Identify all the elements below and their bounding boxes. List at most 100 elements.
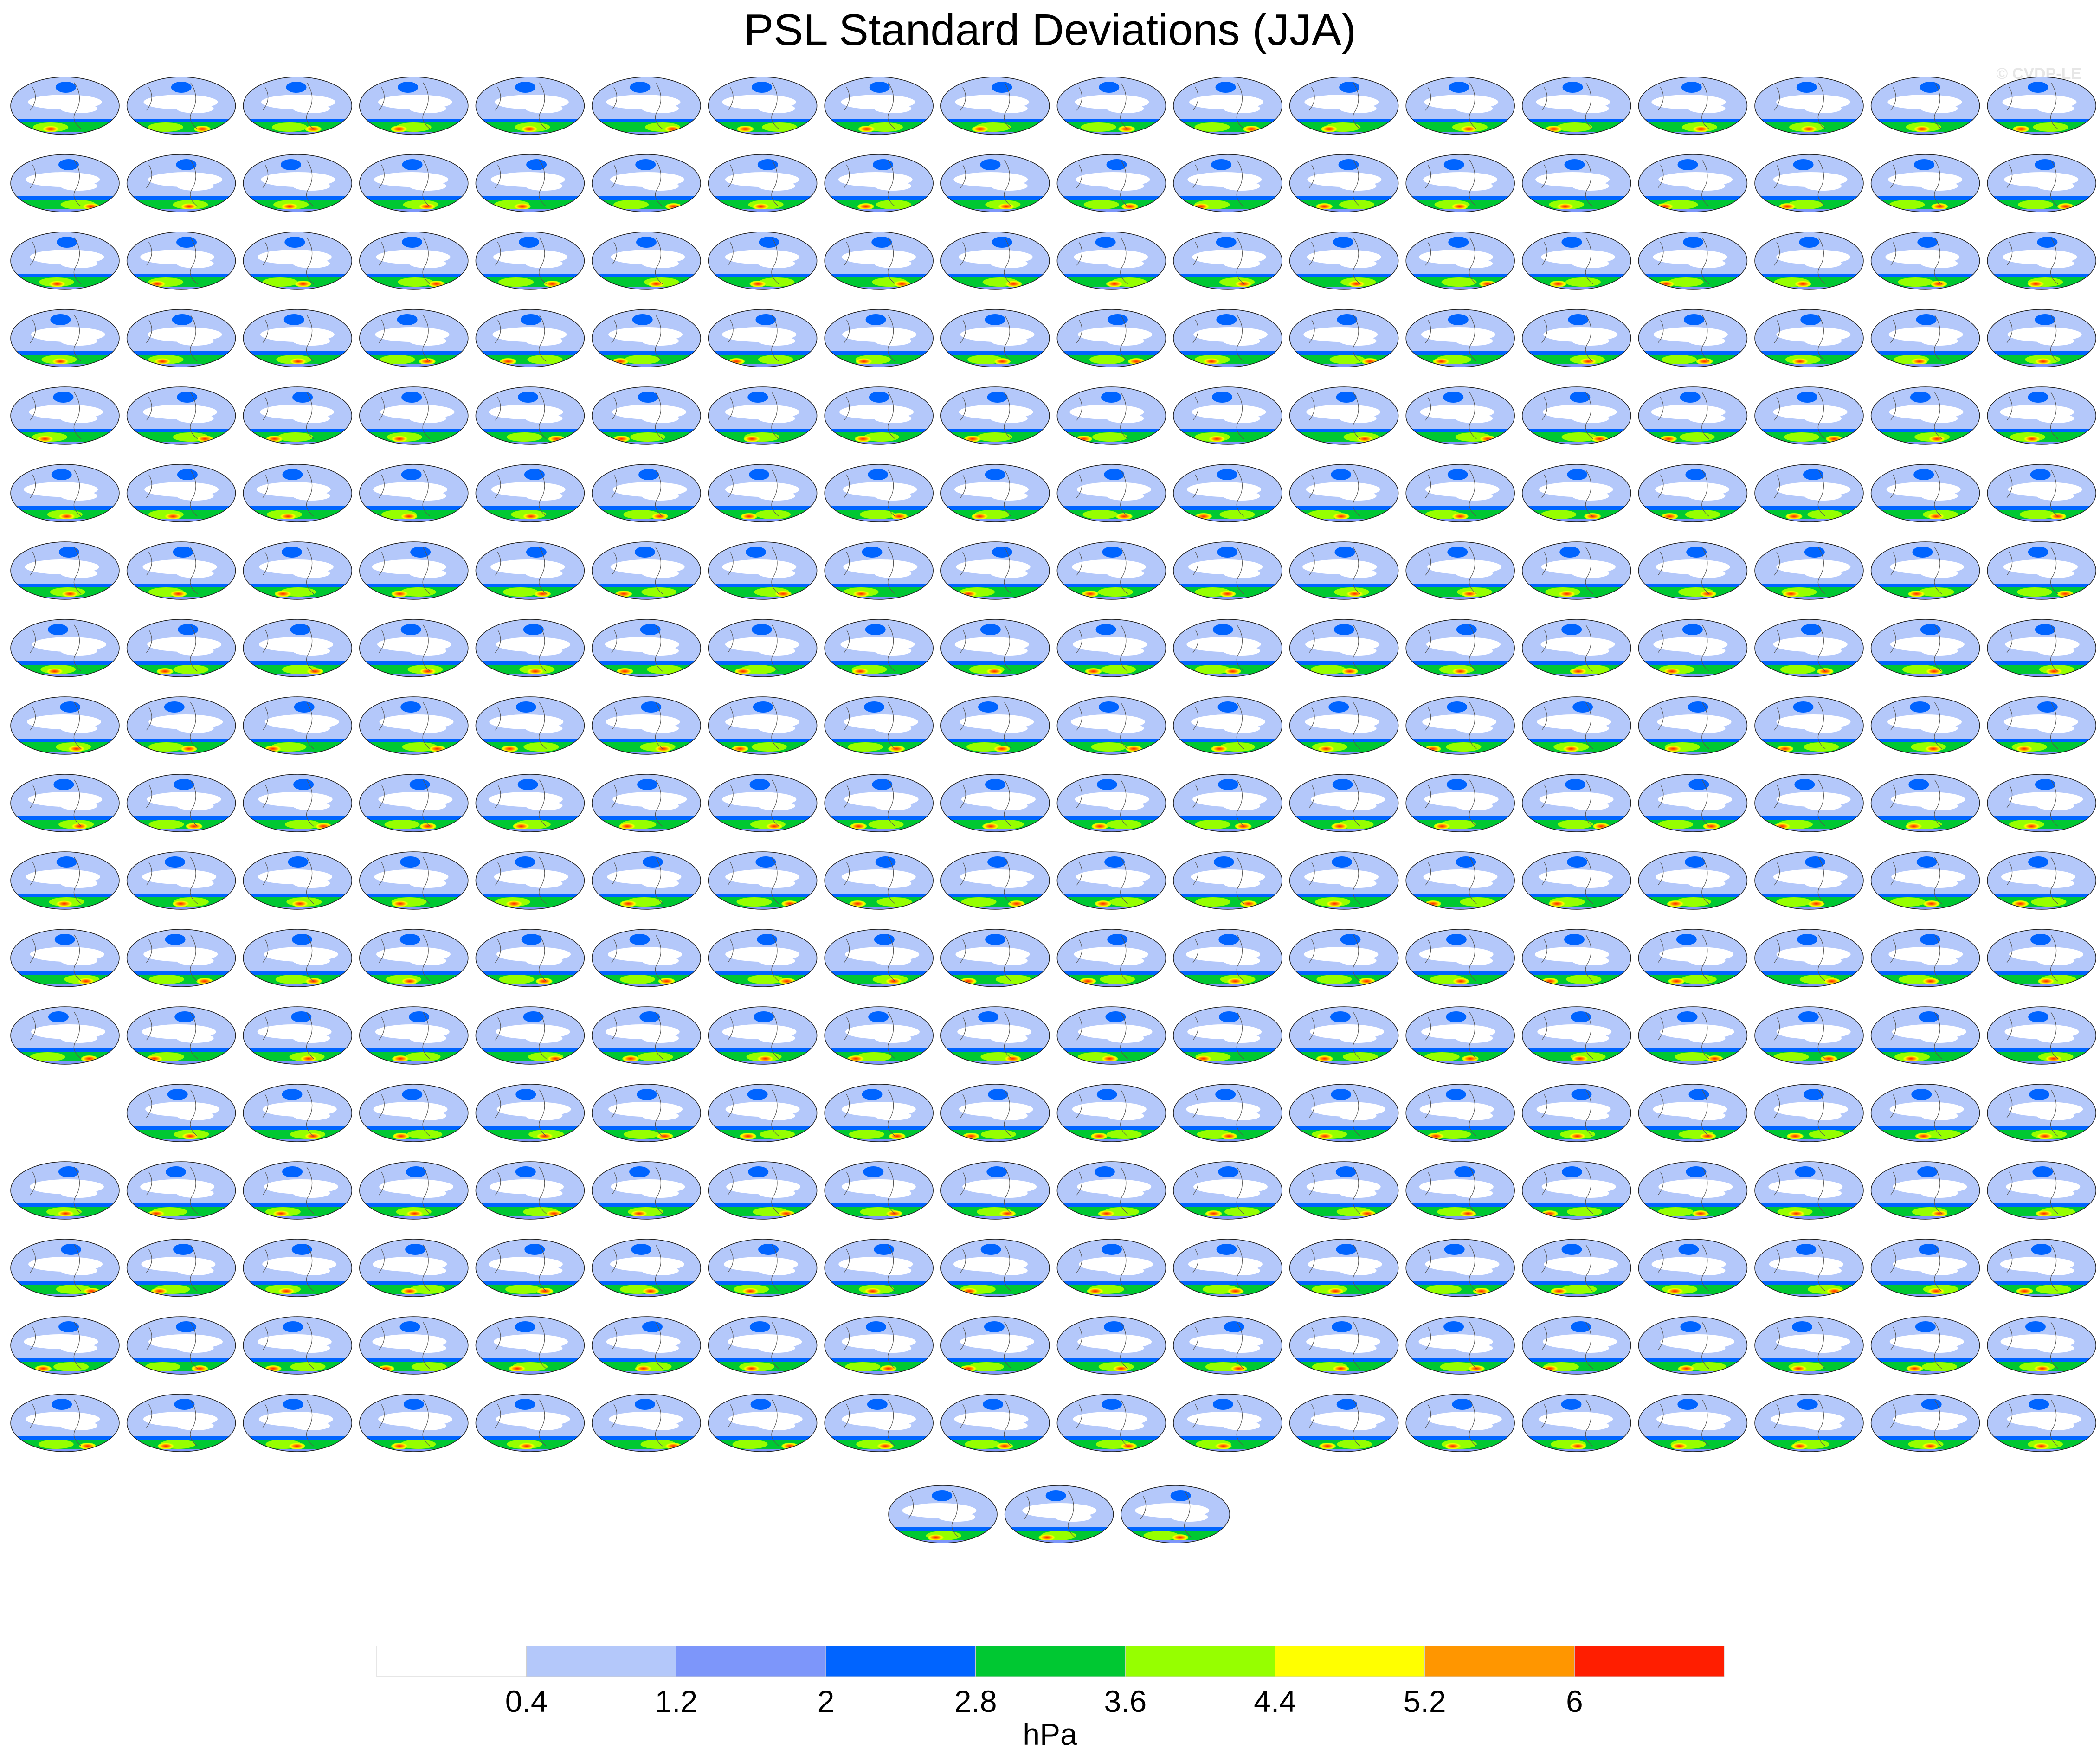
- map-panel: [1870, 154, 1980, 212]
- map-panel: [592, 541, 701, 600]
- map-panel: [1289, 1006, 1399, 1065]
- map-panel: [1405, 541, 1515, 600]
- map-panel: [1289, 77, 1399, 135]
- map-panel: [10, 619, 120, 677]
- map-panel: [1405, 619, 1515, 677]
- map-panel: [359, 851, 469, 910]
- map-panel: [359, 929, 469, 987]
- map-panel: [1173, 154, 1282, 212]
- map-panel: [708, 541, 818, 600]
- colorbar-box: [526, 1646, 676, 1677]
- map-panel: [1522, 1316, 1631, 1375]
- map-panel: [1056, 929, 1166, 987]
- map-panel: [1638, 309, 1748, 367]
- map-panel: [1289, 309, 1399, 367]
- map-panel: [1987, 929, 2096, 987]
- map-panel: [824, 696, 934, 755]
- map-panel: [592, 464, 701, 522]
- map-panel: [708, 464, 818, 522]
- map-panel: [1173, 77, 1282, 135]
- map-panel: [1754, 541, 1864, 600]
- map-panel: [1173, 1394, 1282, 1452]
- map-panel: [824, 774, 934, 832]
- map-panel: [824, 77, 934, 135]
- map-panel: [475, 541, 585, 600]
- colorbar-box: [975, 1646, 1126, 1677]
- map-panel: [1987, 1394, 2096, 1452]
- map-panel: [1638, 1239, 1748, 1297]
- map-panel: [592, 386, 701, 445]
- map-panel: [1638, 541, 1748, 600]
- map-panel: [940, 154, 1050, 212]
- map-panel: [1870, 1239, 1980, 1297]
- map-panel: [1638, 619, 1748, 677]
- map-panel: [243, 851, 352, 910]
- map-panel: [126, 929, 236, 987]
- map-panel: [824, 619, 934, 677]
- map-panel: [10, 1239, 120, 1297]
- colorbar-box: [1574, 1646, 1725, 1677]
- map-panel: [1522, 386, 1631, 445]
- map-panel: [475, 696, 585, 755]
- map-panel: [592, 929, 701, 987]
- map-panel: [940, 619, 1050, 677]
- map-panel: [1289, 1239, 1399, 1297]
- colorbar-tick-label: 3.6: [1104, 1684, 1147, 1717]
- map-panel: [1405, 774, 1515, 832]
- map-panel: [1121, 1485, 1230, 1543]
- map-panel: [592, 1394, 701, 1452]
- map-panel: [1056, 232, 1166, 290]
- map-panel: [1754, 77, 1864, 135]
- map-panel: [940, 851, 1050, 910]
- map-panel: [126, 1394, 236, 1452]
- map-panel: [1987, 154, 2096, 212]
- map-panel: [359, 154, 469, 212]
- map-panel: [475, 1006, 585, 1065]
- map-panel: [1289, 696, 1399, 755]
- map-panel: [475, 464, 585, 522]
- colorbar-tick-label: 2: [818, 1684, 835, 1717]
- map-panel: [126, 541, 236, 600]
- map-panel: [1522, 309, 1631, 367]
- map-panel: [708, 619, 818, 677]
- colorbar-box: [676, 1646, 826, 1677]
- map-panel: [824, 464, 934, 522]
- map-panels-grid: [10, 77, 2096, 1543]
- map-panel: [1870, 1006, 1980, 1065]
- map-panel: [1638, 929, 1748, 987]
- map-panel: [1289, 1316, 1399, 1375]
- map-panel: [1754, 1006, 1864, 1065]
- map-panel: [1754, 1084, 1864, 1142]
- map-panel: [1173, 386, 1282, 445]
- map-panel: [475, 1161, 585, 1220]
- map-panel: [126, 1084, 236, 1142]
- map-panel: [1754, 774, 1864, 832]
- colorbar-box: [376, 1646, 527, 1677]
- map-panel: [359, 696, 469, 755]
- map-panel: [359, 386, 469, 445]
- map-panel: [359, 1161, 469, 1220]
- map-panel: [940, 77, 1050, 135]
- map-panel: [475, 232, 585, 290]
- map-panel: [1405, 154, 1515, 212]
- map-panel: [475, 774, 585, 832]
- map-panel: [1405, 1006, 1515, 1065]
- map-panel: [1987, 1084, 2096, 1142]
- map-panel: [1289, 1394, 1399, 1452]
- map-panel: [243, 619, 352, 677]
- map-panel: [1754, 309, 1864, 367]
- colorbar: 0.4 1.2 2 2.8 3.6 4.4 5.2 6: [376, 1646, 1725, 1717]
- map-panel: [1870, 696, 1980, 755]
- map-panel: [1405, 696, 1515, 755]
- map-panel: [126, 154, 236, 212]
- map-panel: [1173, 309, 1282, 367]
- map-panel: [1638, 774, 1748, 832]
- map-panel: [1870, 1394, 1980, 1452]
- map-panel: [1173, 851, 1282, 910]
- map-panel: [1987, 696, 2096, 755]
- map-panel: [475, 929, 585, 987]
- map-panel: [824, 851, 934, 910]
- map-panel: [708, 1006, 818, 1065]
- map-panel: [359, 1084, 469, 1142]
- map-panel: [1405, 1161, 1515, 1220]
